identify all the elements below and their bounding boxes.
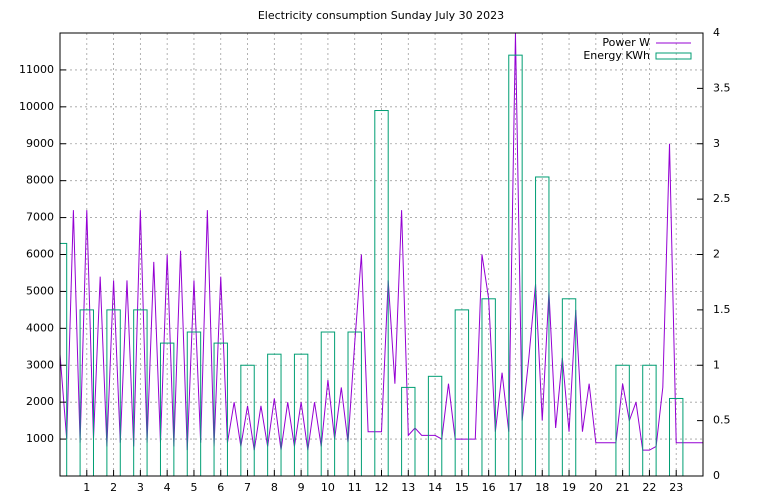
energy-box: [159, 342, 175, 476]
energy-box: [374, 110, 389, 476]
x-tick-label: 16: [482, 481, 496, 494]
x-tick-label: 8: [271, 481, 278, 494]
y-tick-label: 4000: [26, 321, 54, 334]
energy-box: [454, 309, 470, 476]
y-tick-label: 3000: [26, 358, 54, 371]
y2-tick-label: 3: [713, 137, 720, 150]
energy-box: [642, 364, 657, 476]
energy-box: [508, 54, 523, 476]
energy-box: [293, 353, 309, 476]
energy-box: [347, 331, 362, 476]
y2-tick-label: 1: [713, 358, 720, 371]
energy-box: [133, 309, 148, 476]
x-tick-label: 22: [642, 481, 656, 494]
energy-box: [535, 176, 550, 476]
x-tick-label: 23: [669, 481, 683, 494]
y2-tick-label: 2: [713, 248, 720, 261]
y-tick-label: 11000: [19, 63, 54, 76]
energy-box: [320, 331, 336, 476]
chart-title: Electricity consumption Sunday July 30 2…: [258, 9, 504, 22]
energy-box: [427, 375, 443, 476]
x-tick-label: 21: [616, 481, 630, 494]
y2-tick-label: 0: [713, 469, 720, 482]
x-tick-label: 15: [455, 481, 469, 494]
energy-box: [213, 342, 228, 476]
x-tick-label: 17: [508, 481, 522, 494]
y-tick-label: 8000: [26, 174, 54, 187]
x-tick-label: 20: [589, 481, 603, 494]
energy-box: [669, 397, 684, 476]
energy-box: [267, 353, 282, 476]
y-tick-label: 6000: [26, 248, 54, 261]
x-tick-label: 10: [321, 481, 335, 494]
x-tick-label: 19: [562, 481, 576, 494]
y-tick-label: 1000: [26, 432, 54, 445]
x-tick-label: 2: [110, 481, 117, 494]
x-tick-label: 9: [298, 481, 305, 494]
legend-label: Power W: [602, 36, 650, 49]
x-tick-label: 12: [375, 481, 389, 494]
labels: 1 2 3 4 5 6 7 8 9 10 11 12 13 14 15 16 17 18 19 20 21 22 23100…: [19, 26, 731, 494]
grid: [60, 33, 703, 476]
x-tick-label: 5: [190, 481, 197, 494]
y-tick-label: 9000: [26, 137, 54, 150]
energy-box: [186, 331, 202, 476]
y-tick-label: 5000: [26, 284, 54, 297]
legend-swatch: [655, 52, 692, 60]
energy-box: [615, 364, 630, 476]
x-tick-label: 3: [137, 481, 144, 494]
x-tick-label: 18: [535, 481, 549, 494]
y2-tick-label: 4: [713, 26, 720, 39]
x-tick-label: 13: [401, 481, 415, 494]
y2-tick-label: 3.5: [713, 81, 731, 94]
energy-box: [240, 364, 255, 476]
energy-box: [60, 242, 68, 476]
energy-box: [79, 309, 94, 476]
energy-box: [106, 309, 121, 476]
legend-label: Energy KWh: [583, 49, 650, 62]
x-tick-label: 11: [348, 481, 362, 494]
x-tick-label: 1: [83, 481, 90, 494]
x-tick-label: 7: [244, 481, 251, 494]
x-tick-label: 14: [428, 481, 442, 494]
x-tick-label: 6: [217, 481, 224, 494]
y-tick-label: 7000: [26, 211, 54, 224]
y-tick-label: 2000: [26, 395, 54, 408]
power-line: [60, 33, 703, 451]
y-tick-label: 10000: [19, 100, 54, 113]
x-tick-label: 4: [164, 481, 171, 494]
y2-tick-label: 2.5: [713, 192, 731, 205]
y2-tick-label: 1.5: [713, 303, 731, 316]
y2-tick-label: 0.5: [713, 414, 731, 427]
